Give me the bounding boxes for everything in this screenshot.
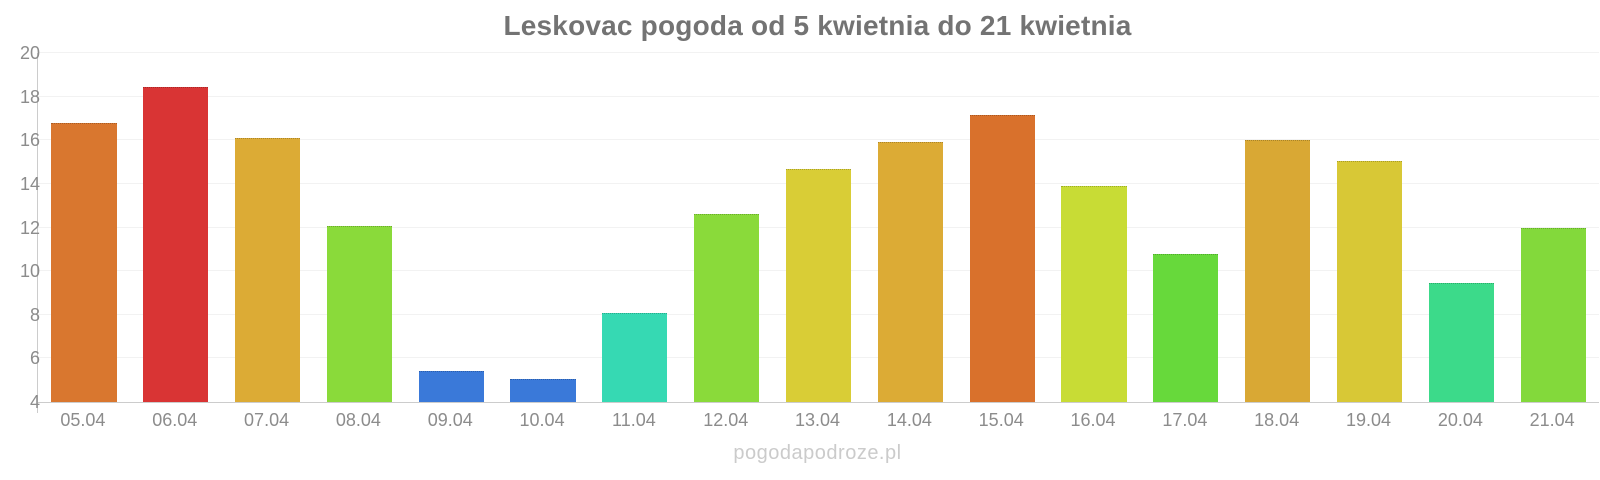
bar-slot-13.04 xyxy=(773,53,865,402)
watermark: pogodapodroze.pl xyxy=(733,442,902,464)
bar-slot-21.04 xyxy=(1507,53,1599,402)
bar-slot-16.04 xyxy=(1048,53,1140,402)
y-tick-label-4: 4 xyxy=(29,392,40,412)
bar-slot-20.04 xyxy=(1415,53,1507,402)
x-tick-label-08.04: 08.04 xyxy=(335,410,381,430)
bar-12.04[interactable] xyxy=(694,214,760,402)
x-tick-label-05.04: 05.04 xyxy=(60,410,106,430)
bar-20.04[interactable] xyxy=(1428,283,1494,402)
bar-slot-08.04 xyxy=(313,53,405,402)
bar-15.04[interactable] xyxy=(969,115,1035,402)
y-tick-label-6: 6 xyxy=(29,348,40,369)
chart-title: Leskovac pogoda od 5 kwietnia do 21 kwie… xyxy=(503,10,1132,41)
y-axis-tick-tail xyxy=(37,402,38,413)
x-tick-label-20.04: 20.04 xyxy=(1437,410,1483,430)
bar-slot-07.04 xyxy=(222,53,314,402)
x-tick-label-17.04: 17.04 xyxy=(1162,410,1208,430)
y-tick-label-14: 14 xyxy=(19,173,40,194)
gridline-18 xyxy=(38,95,1599,97)
bar-10.04[interactable] xyxy=(510,379,576,402)
x-tick-label-19.04: 19.04 xyxy=(1345,410,1392,430)
bar-slot-14.04 xyxy=(864,53,956,402)
y-tick-label-16: 16 xyxy=(19,130,40,151)
bar-21.04[interactable] xyxy=(1520,227,1586,402)
y-tick-label-20: 20 xyxy=(19,43,40,63)
bar-slot-12.04 xyxy=(681,53,773,402)
bar-slot-18.04 xyxy=(1232,53,1324,402)
x-tick-label-12.04: 12.04 xyxy=(703,410,749,430)
plot-area xyxy=(37,52,1599,413)
bar-slot-17.04 xyxy=(1140,53,1232,402)
y-tick-label-10: 10 xyxy=(19,261,40,282)
y-tick-label-18: 18 xyxy=(19,86,40,107)
bar-slot-11.04 xyxy=(589,53,681,402)
x-tick-label-09.04: 09.04 xyxy=(427,410,473,430)
bar-18.04[interactable] xyxy=(1245,140,1311,402)
bar-13.04[interactable] xyxy=(785,168,852,402)
x-tick-label-10.04: 10.04 xyxy=(519,410,565,430)
gridline-16 xyxy=(38,139,1599,141)
y-axis-labels: 4 6 8 10 12 14 16 18 20 xyxy=(0,44,40,411)
bar-slot-10.04 xyxy=(497,53,589,402)
bar-slot-15.04 xyxy=(956,53,1048,402)
bar-slot-05.04 xyxy=(38,53,130,402)
bar-slot-19.04 xyxy=(1324,53,1416,402)
x-tick-label-16.04: 16.04 xyxy=(1070,410,1116,430)
x-tick-label-14.04: 14.04 xyxy=(886,410,932,430)
x-tick-label-15.04: 15.04 xyxy=(978,410,1024,430)
bar-05.04[interactable] xyxy=(51,122,117,402)
bars-container xyxy=(38,53,1599,402)
y-tick-label-8: 8 xyxy=(29,304,40,325)
bar-16.04[interactable] xyxy=(1061,186,1127,402)
bar-17.04[interactable] xyxy=(1153,253,1219,402)
bar-19.04[interactable] xyxy=(1336,160,1403,402)
y-tick-label-12: 12 xyxy=(19,217,40,238)
x-tick-label-07.04: 07.04 xyxy=(244,410,290,430)
x-tick-label-06.04: 06.04 xyxy=(152,410,198,430)
bar-11.04[interactable] xyxy=(602,312,668,402)
bar-07.04[interactable] xyxy=(234,138,301,402)
bar-08.04[interactable] xyxy=(326,226,392,402)
gridline-20 xyxy=(38,52,1599,53)
x-tick-label-13.04: 13.04 xyxy=(795,410,841,430)
x-tick-label-18.04: 18.04 xyxy=(1254,410,1300,430)
bar-06.04[interactable] xyxy=(143,86,209,402)
bar-slot-06.04 xyxy=(130,53,222,402)
bar-slot-09.04 xyxy=(405,53,497,402)
x-tick-label-11.04: 11.04 xyxy=(612,410,656,430)
x-axis-labels: 05.04 06.04 07.04 08.04 09.04 10.04 11.04 12.04… xyxy=(37,410,1598,431)
bar-14.04[interactable] xyxy=(877,142,943,402)
x-tick-label-21.04: 21.04 xyxy=(1529,410,1575,430)
bar-09.04[interactable] xyxy=(418,371,484,402)
